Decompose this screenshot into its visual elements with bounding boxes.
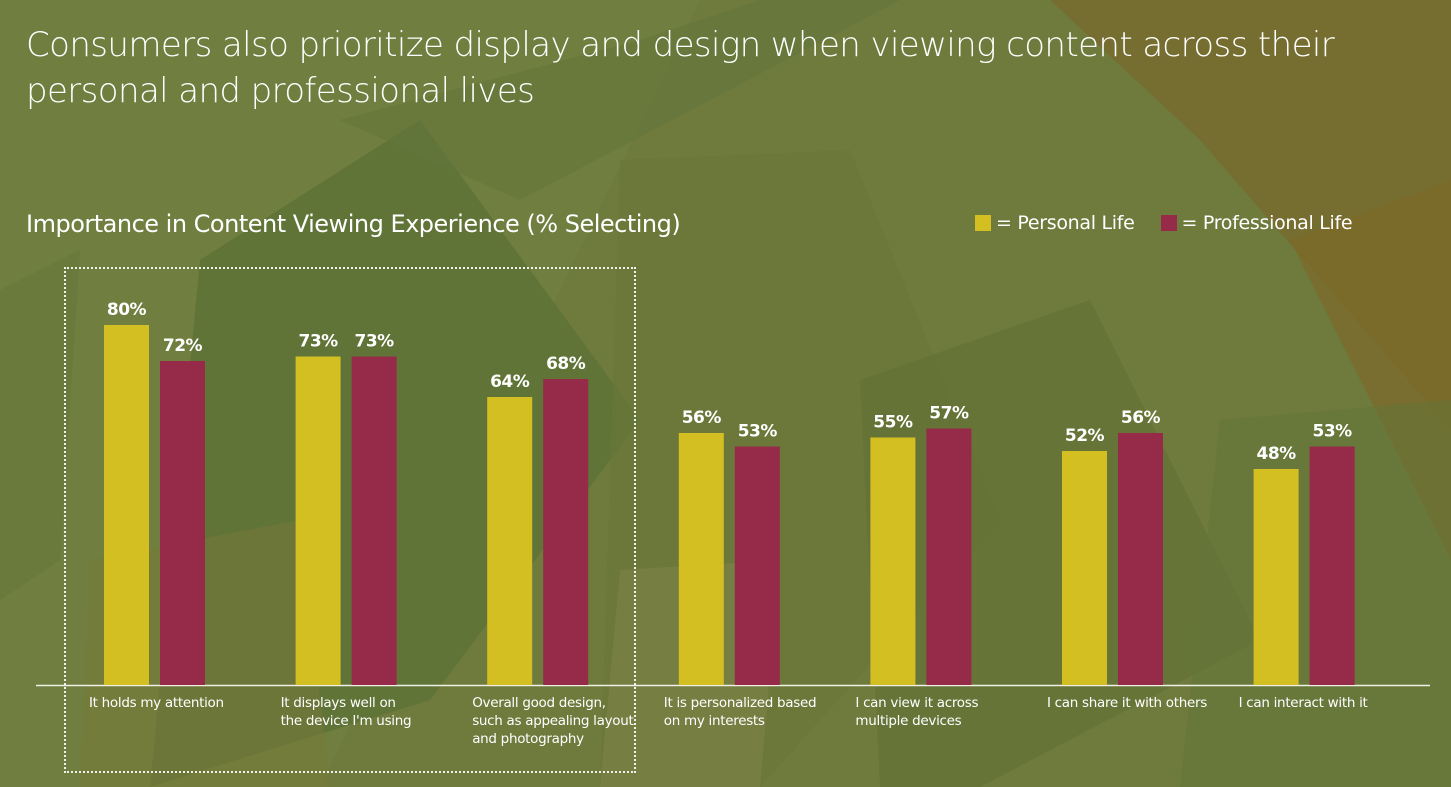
bar-personal-4 [870, 437, 916, 685]
category-label-line: such as appealing layout [472, 713, 634, 729]
legend-label-professional: = Professional Life [1181, 212, 1353, 234]
data-label-personal-0: 80% [107, 300, 147, 320]
category-label-5: I can share it with others [1047, 694, 1222, 712]
bar-professional-6 [1309, 446, 1355, 685]
data-label-personal-6: 48% [1256, 444, 1296, 464]
data-label-personal-5: 52% [1065, 426, 1105, 446]
category-label-3: It is personalized based on my interests [664, 694, 839, 730]
legend-swatch-professional [1160, 215, 1177, 231]
legend-item-professional: = Professional Life [1160, 212, 1353, 234]
data-label-professional-2: 68% [546, 354, 586, 374]
data-label-professional-5: 56% [1121, 408, 1161, 428]
category-label-line: multiple devices [855, 713, 962, 729]
bar-professional-1 [351, 356, 397, 685]
bar-personal-2 [487, 397, 533, 685]
category-label-line: It displays well on [280, 695, 396, 711]
category-label-1: It displays well on the device I'm using [281, 694, 456, 730]
bar-personal-5 [1062, 451, 1107, 685]
category-label-line: Overall good design, [472, 695, 606, 711]
legend-label-personal: = Personal Life [996, 212, 1135, 234]
bar-professional-3 [734, 446, 780, 685]
data-label-professional-1: 73% [354, 332, 394, 352]
bar-professional-5 [1118, 433, 1163, 685]
category-label-6: I can interact with it [1239, 694, 1414, 712]
category-label-line: I can interact with it [1238, 695, 1368, 711]
legend-swatch-personal [975, 215, 991, 231]
category-label-4: I can view it across multiple devices [855, 694, 1030, 730]
category-label-line: I can view it across [855, 695, 979, 711]
highlight-box [64, 267, 636, 773]
bar-personal-0 [104, 325, 149, 685]
legend-item-personal: = Personal Life [975, 212, 1135, 234]
category-label-line: I can share it with others [1047, 695, 1207, 711]
bar-personal-1 [295, 356, 341, 685]
legend: = Personal Life = Professional Life [975, 212, 1378, 234]
bar-personal-3 [678, 433, 724, 685]
category-label-2: Overall good design, such as appealing la… [472, 694, 647, 748]
data-label-personal-2: 64% [490, 372, 530, 392]
category-label-line: It is personalized based [663, 695, 817, 711]
category-label-line: the device I'm using [280, 713, 412, 729]
data-label-personal-4: 55% [873, 413, 913, 433]
category-label-line: and photography [472, 731, 584, 747]
data-label-professional-6: 53% [1312, 422, 1352, 442]
category-label-0: It holds my attention [89, 694, 264, 712]
data-label-personal-1: 73% [298, 332, 338, 352]
data-label-professional-0: 72% [163, 336, 203, 356]
page-title: Consumers also prioritize display and de… [26, 25, 1335, 111]
bar-professional-2 [543, 379, 589, 685]
data-label-personal-3: 56% [682, 408, 722, 428]
bar-professional-0 [160, 361, 205, 685]
bar-personal-6 [1253, 469, 1299, 685]
data-label-professional-3: 53% [738, 422, 778, 442]
chart-title: Importance in Content Viewing Experience… [26, 210, 681, 238]
bar-professional-4 [926, 428, 972, 685]
category-label-line: It holds my attention [89, 695, 224, 711]
category-label-line: on my interests [663, 713, 765, 729]
data-label-professional-4: 57% [929, 404, 969, 424]
